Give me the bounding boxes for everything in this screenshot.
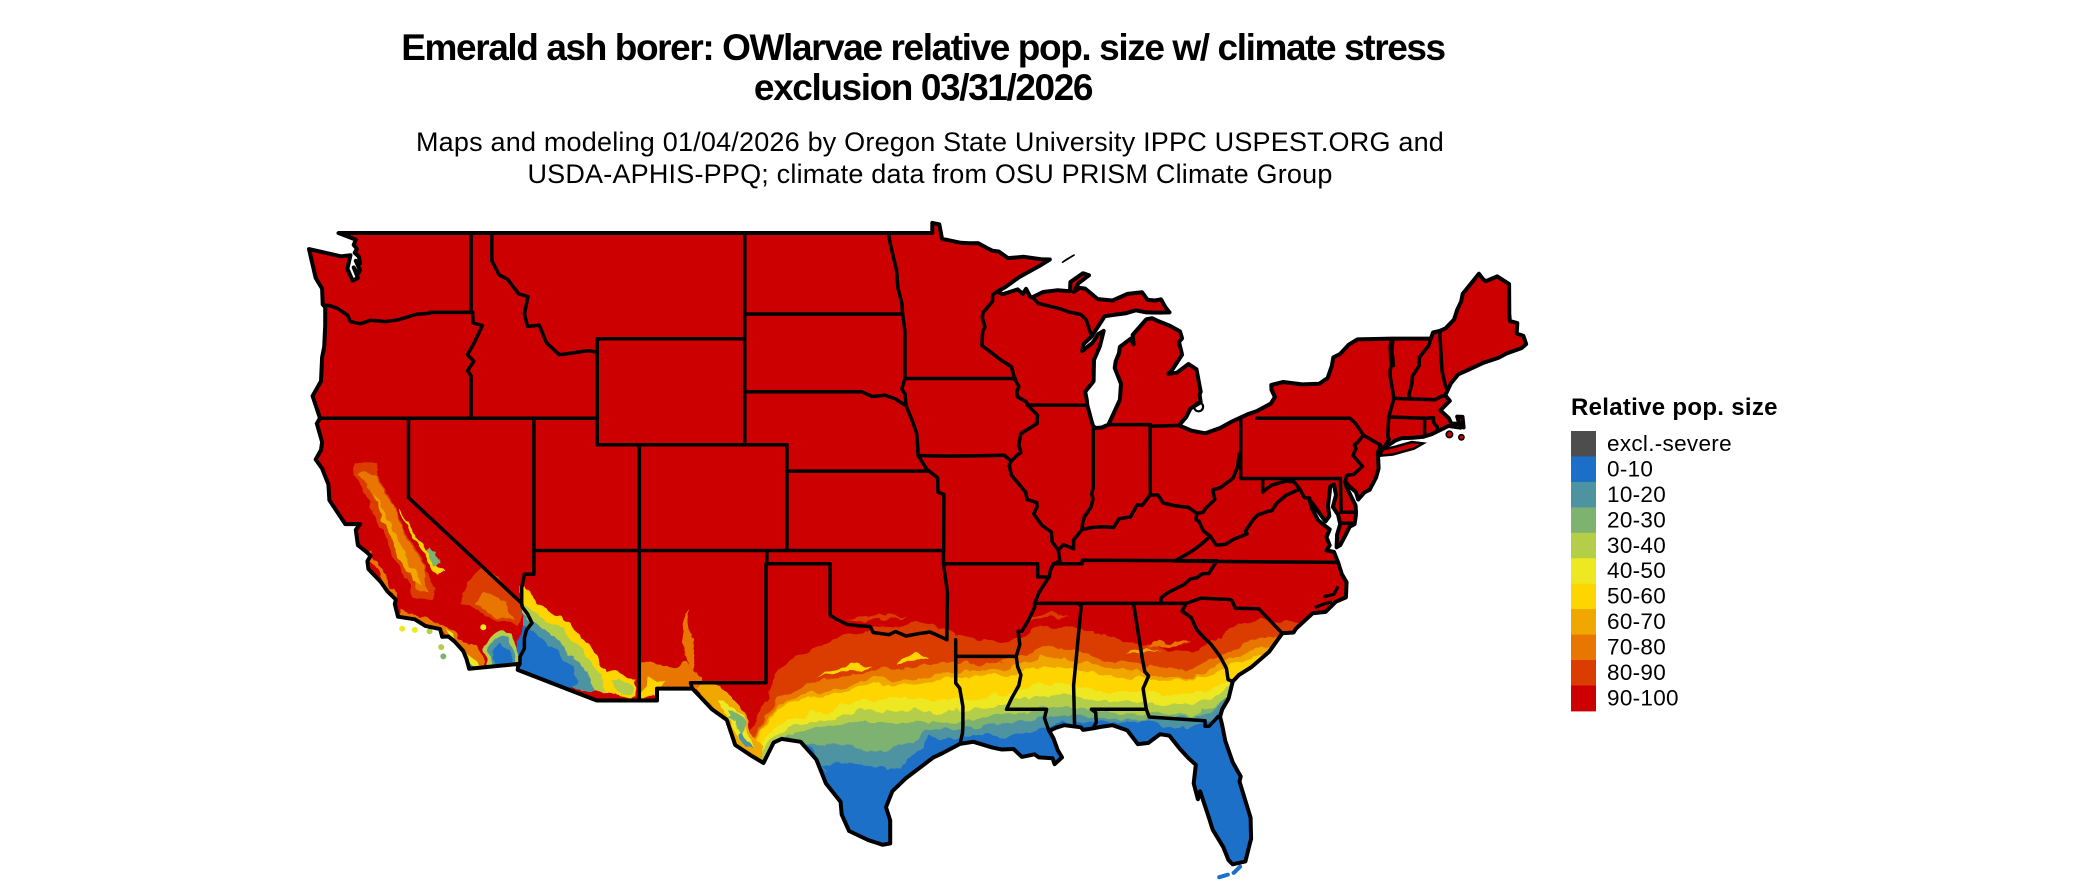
svg-text:0-10: 0-10 [1607,456,1653,481]
svg-text:80-90: 80-90 [1607,660,1666,685]
svg-text:Relative pop. size: Relative pop. size [1571,394,1778,421]
svg-text:40-50: 40-50 [1607,558,1666,583]
svg-text:30-40: 30-40 [1607,533,1666,558]
svg-text:70-80: 70-80 [1607,635,1666,660]
svg-text:50-60: 50-60 [1607,584,1666,609]
svg-text:20-30: 20-30 [1607,507,1666,532]
svg-text:excl.-severe: excl.-severe [1607,431,1732,456]
svg-text:90-100: 90-100 [1607,686,1679,711]
svg-text:10-20: 10-20 [1607,482,1666,507]
svg-text:60-70: 60-70 [1607,609,1666,634]
